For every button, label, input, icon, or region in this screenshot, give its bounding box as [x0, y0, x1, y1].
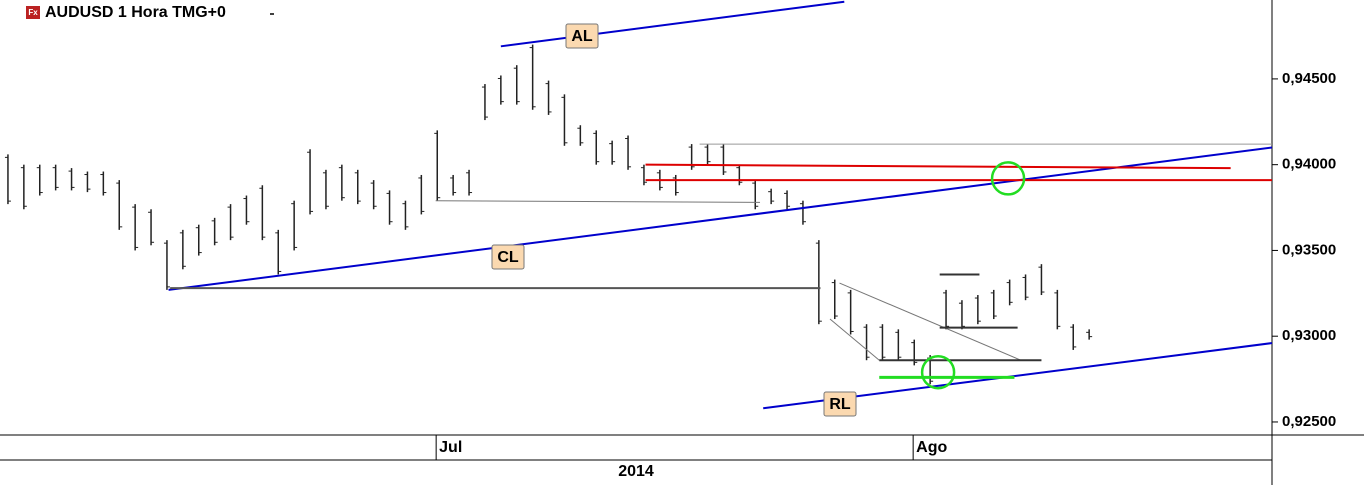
y-tick-label: 0,92500	[1282, 413, 1336, 430]
annotation: CL	[497, 249, 519, 266]
highlight-circle	[920, 354, 956, 390]
chart-title: AUDUSD 1 Hora TMG+0	[45, 4, 226, 21]
icon	[26, 6, 40, 19]
annotation: RL	[829, 396, 851, 413]
trend-line	[435, 200, 761, 203]
y-tick-label: 0,94500	[1282, 70, 1336, 87]
trend-line	[829, 318, 880, 361]
x-tick-label: Ago	[916, 439, 947, 456]
y-tick-label: 0,93000	[1282, 327, 1336, 344]
trend-line	[645, 163, 1231, 170]
annotation-box	[823, 391, 857, 417]
trend-line	[839, 282, 1021, 361]
y-tick-label: 0,94000	[1282, 156, 1336, 173]
year-label: 2014	[618, 463, 654, 480]
icon-text: Fx	[28, 8, 38, 17]
annotation-box	[491, 244, 525, 270]
y-tick-label: 0,93500	[1282, 241, 1336, 258]
highlight-circle	[990, 161, 1026, 196]
trend-line	[500, 0, 845, 48]
trend-line	[168, 146, 1273, 291]
annotation-box	[565, 23, 599, 49]
x-tick-label: Jul	[439, 439, 462, 456]
annotation: AL	[571, 28, 593, 45]
